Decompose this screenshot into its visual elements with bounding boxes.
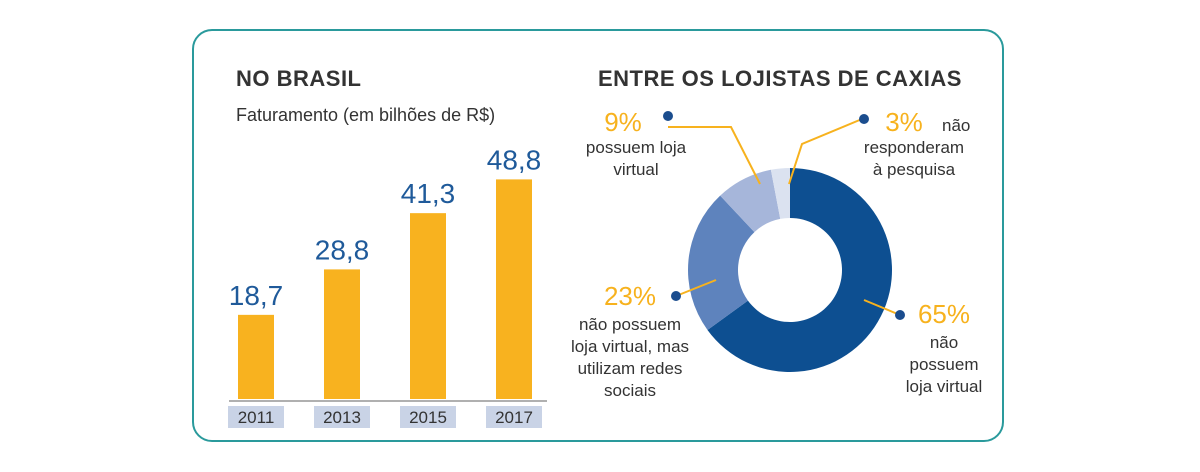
marker-dot-9 (663, 111, 673, 121)
bar-value-label: 28,8 (315, 234, 370, 265)
donut-slice-9 (720, 169, 781, 233)
slice-label-3-pct: 3% (885, 107, 923, 137)
slice-label-3-desc-line: à pesquisa (873, 160, 956, 179)
year-tick-label: 2013 (323, 408, 361, 427)
bar-2013 (324, 269, 360, 399)
donut-series (688, 168, 893, 372)
donut-slice-23 (688, 195, 755, 330)
slice-label-65-pct: 65% (918, 299, 970, 329)
leader-line-65 (863, 299, 901, 316)
leader-lines (668, 118, 901, 316)
slice-label-65-desc-line: loja virtual (906, 377, 983, 396)
marker-dot-23 (671, 291, 681, 301)
year-label-box (314, 406, 370, 428)
leader-line-3 (788, 118, 863, 185)
marker-dot-65 (895, 310, 905, 320)
bar-chart-title: NO BRASIL (236, 66, 362, 91)
slice-label-65-desc-line: não (930, 333, 958, 352)
bar-chart-subtitle: Faturamento (em bilhões de R$) (236, 105, 495, 125)
bar-2017 (496, 179, 532, 399)
bar-2011 (238, 314, 274, 399)
slice-label-65-desc-line: possuem (910, 355, 979, 374)
bar-value-label: 41,3 (401, 178, 456, 209)
year-label-box (400, 406, 456, 428)
slice-label-23-desc-line: utilizam redes (578, 359, 683, 378)
bar-2015 (410, 213, 446, 399)
slice-label-9-desc-line: possuem loja (586, 138, 687, 157)
year-tick-label: 2015 (409, 408, 447, 427)
leader-line-23 (675, 279, 717, 297)
slice-label-23-pct: 23% (604, 281, 656, 311)
slice-label-3-desc-first: não (942, 116, 970, 135)
bar-value-label: 48,8 (487, 144, 542, 175)
slice-label-23-desc-line: não possuem (579, 315, 681, 334)
donut-slice-65 (707, 168, 893, 372)
marker-dot-3 (859, 114, 869, 124)
slice-label-23-desc-line: sociais (604, 381, 656, 400)
year-tick-label: 2017 (495, 408, 533, 427)
year-label-box (486, 406, 542, 428)
bar-series: 18,7 2011 28,8 2013 41,3 2015 48,8 2017 (228, 144, 542, 428)
year-label-box (228, 406, 284, 428)
donut-slice-3 (770, 168, 790, 219)
donut-chart-title: ENTRE OS LOJISTAS DE CAXIAS (598, 66, 962, 91)
slice-label-9-desc-line: virtual (613, 160, 658, 179)
slice-label-3-desc-line: responderam (864, 138, 964, 157)
bar-value-label: 18,7 (229, 280, 284, 311)
slice-label-9-pct: 9% (604, 107, 642, 137)
slice-label-23-desc-line: loja virtual, mas (571, 337, 689, 356)
year-tick-label: 2011 (238, 408, 275, 427)
leader-line-9 (668, 126, 761, 185)
